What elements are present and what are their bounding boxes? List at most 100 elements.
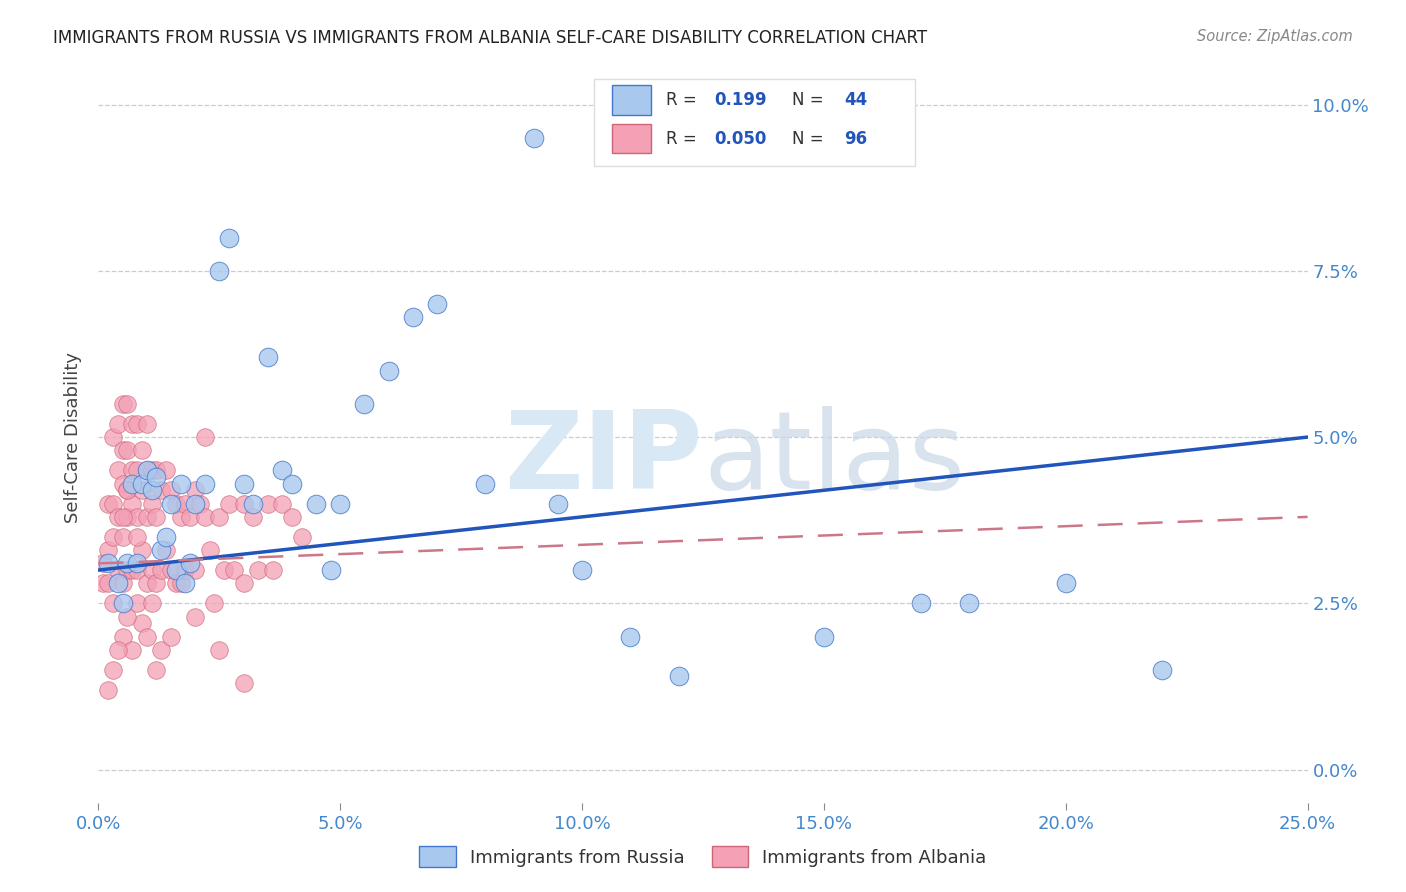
Point (135, 463, 157, 477)
Point (184, 563, 207, 577)
Point (222, 563, 245, 577)
Point (1054, 576, 1077, 591)
Text: 0.199: 0.199 (714, 91, 766, 109)
Point (218, 230, 240, 244)
Point (169, 576, 191, 591)
Point (131, 476, 153, 491)
Point (242, 509, 264, 524)
Text: 96: 96 (845, 129, 868, 147)
Point (426, 297, 449, 311)
Point (204, 596, 226, 610)
Point (150, 643, 173, 657)
Point (571, 563, 593, 577)
Point (131, 543, 153, 558)
Point (165, 563, 187, 577)
Point (271, 463, 294, 477)
Point (135, 417, 157, 431)
Point (141, 463, 163, 477)
Point (135, 463, 157, 477)
Text: Source: ZipAtlas.com: Source: ZipAtlas.com (1197, 29, 1353, 44)
Point (198, 543, 221, 558)
Point (111, 530, 134, 544)
Point (155, 543, 177, 558)
Point (474, 476, 496, 491)
Point (169, 509, 191, 524)
Point (97, 557, 120, 571)
Point (111, 476, 134, 491)
Point (232, 476, 254, 491)
Point (127, 530, 149, 544)
Point (174, 497, 197, 511)
Point (256, 497, 278, 511)
Point (131, 616, 153, 631)
Point (174, 563, 197, 577)
Point (121, 476, 143, 491)
Point (117, 563, 139, 577)
Point (107, 563, 129, 577)
Point (107, 576, 129, 591)
Point (194, 430, 217, 444)
Point (101, 596, 124, 610)
Point (135, 630, 157, 644)
Point (111, 576, 134, 591)
Text: R =: R = (665, 129, 702, 147)
Point (97, 682, 120, 697)
Point (145, 576, 167, 591)
Y-axis label: Self-Care Disability: Self-Care Disability (65, 351, 83, 523)
Point (319, 563, 342, 577)
Point (232, 497, 254, 511)
Point (402, 310, 425, 325)
Point (160, 483, 183, 498)
Point (117, 509, 139, 524)
Point (150, 483, 173, 498)
Point (111, 596, 134, 610)
Point (242, 497, 264, 511)
Point (169, 476, 191, 491)
Point (127, 596, 149, 610)
Point (121, 643, 143, 657)
Point (160, 563, 183, 577)
Point (141, 596, 163, 610)
Text: IMMIGRANTS FROM RUSSIA VS IMMIGRANTS FROM ALBANIA SELF-CARE DISABILITY CORRELATI: IMMIGRANTS FROM RUSSIA VS IMMIGRANTS FRO… (53, 29, 928, 46)
Point (179, 509, 201, 524)
Point (813, 630, 835, 644)
Point (150, 543, 173, 558)
Point (111, 443, 134, 458)
Point (145, 470, 167, 484)
Point (111, 630, 134, 644)
Text: R =: R = (665, 91, 702, 109)
Point (290, 530, 312, 544)
Point (353, 397, 375, 411)
Point (208, 643, 231, 657)
Point (141, 497, 163, 511)
Point (523, 131, 546, 145)
Point (305, 497, 328, 511)
Point (121, 463, 143, 477)
Point (155, 463, 177, 477)
Point (117, 397, 139, 411)
Point (184, 483, 207, 498)
Point (107, 463, 129, 477)
Point (131, 483, 153, 498)
Text: N =: N = (793, 91, 830, 109)
Point (150, 563, 173, 577)
Point (107, 643, 129, 657)
Text: atlas: atlas (703, 406, 965, 512)
Point (208, 509, 231, 524)
FancyBboxPatch shape (595, 78, 915, 167)
Point (121, 563, 143, 577)
Point (111, 509, 134, 524)
Point (127, 417, 149, 431)
Point (91, 557, 114, 571)
Point (160, 630, 183, 644)
Point (127, 563, 149, 577)
Point (910, 596, 932, 610)
Point (184, 609, 207, 624)
Point (107, 509, 129, 524)
Text: N =: N = (793, 129, 830, 147)
Point (121, 497, 143, 511)
Point (1152, 663, 1174, 677)
Point (262, 563, 284, 577)
Point (145, 463, 167, 477)
Point (256, 351, 278, 365)
